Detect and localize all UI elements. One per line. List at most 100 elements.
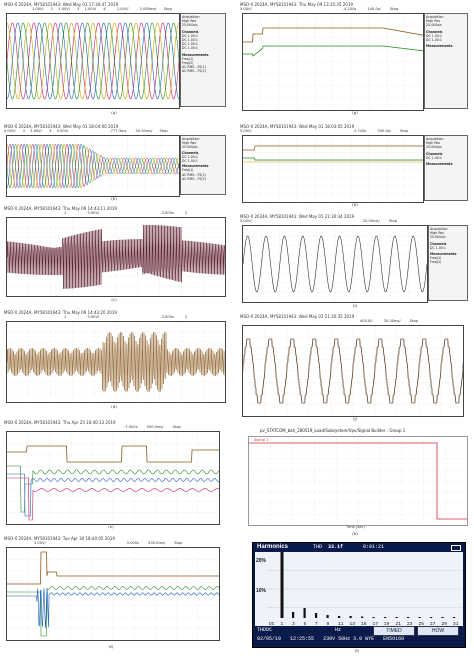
scope-header: MSO-X 2024A, MY58101943: Tue Apr 30 18:4… xyxy=(4,536,115,541)
elapsed-timer: 0:01:21 xyxy=(363,544,385,550)
sine-trace xyxy=(243,235,427,293)
signal-plot xyxy=(249,437,467,525)
scope-header: MSO-X 2024A, MY58101943: Wed May 01 21:3… xyxy=(240,214,355,219)
figure-caption: (f) xyxy=(108,644,114,649)
harmonic-tick-label: 25 xyxy=(419,621,425,626)
panel-l: Harmonics THD 33.1f 0:01:21 DC 1 3 5 7 9 11 13 1… xyxy=(252,542,466,656)
figure-caption: (a) xyxy=(111,110,117,115)
harmonic-tick-label: 11 xyxy=(338,621,344,626)
scope-readouts: 400.00 20.00ms/ Stop xyxy=(360,319,418,323)
waveform-plot xyxy=(7,14,179,108)
harmonic-tick-label: 29 xyxy=(442,621,448,626)
harmonic-bar xyxy=(280,552,284,618)
dc-level-trace xyxy=(243,27,423,43)
pct-top-label: 20% xyxy=(256,558,267,564)
harmonic-bar xyxy=(407,617,410,618)
harmonic-tick-label: 7 xyxy=(315,621,318,626)
harmonic-bar xyxy=(292,612,295,618)
x-axis-label: Time (sec) xyxy=(346,525,365,529)
harmonic-tick-label: 5 xyxy=(304,621,307,626)
scope-screen xyxy=(242,325,464,417)
waveform-plot xyxy=(243,226,427,302)
scope-side-panel: Acquisition High Res 25.0kSa/s Channels DC… xyxy=(180,135,226,195)
panel-j: MSO-X 2024A, MY58101943: Wed May 01 21:3… xyxy=(240,314,470,426)
panel-c: MSO-X 2024A, MY58101943: Thu May 09 14:4… xyxy=(4,206,228,308)
phase-trace xyxy=(7,143,179,189)
waveform-plot xyxy=(243,136,423,202)
scope-screen xyxy=(6,135,180,197)
multilevel-trace-2 xyxy=(243,338,463,404)
signal-builder-title: pv_STATCOM_bah_280519_Load/Subsystem/Vpv… xyxy=(260,428,406,433)
harmonic-bar xyxy=(430,617,433,618)
signal-step-line xyxy=(249,442,467,520)
status-line: 02/05/19 12:25:55 230V 50Hz 3.0 WYE EN50… xyxy=(257,636,405,642)
figure-caption: (k) xyxy=(352,531,358,536)
harmonic-bar xyxy=(453,617,456,618)
scope-readouts: 1 5.00V/ -3.000s 2 xyxy=(64,315,188,319)
scope-side-panel: Acquisition High Res 25.0kSa/s Channels DC… xyxy=(424,13,468,109)
scope-side-panel: Acquisition High Res 25.0kSa/s Channels DC… xyxy=(428,225,468,301)
harmonic-tick-label: 15 xyxy=(361,621,367,626)
harmonic-bar xyxy=(441,617,444,618)
harmonic-tick-label: 31 xyxy=(453,621,459,626)
how-button[interactable]: HOW xyxy=(417,626,459,636)
scope-header: MSO-X 2024A, MY58101943: Wed May 01 21:3… xyxy=(240,314,355,319)
figure-caption: (g) xyxy=(352,110,358,115)
panel-b: MSO-X 2024A, MY58101943: Wed May 01 18:0… xyxy=(4,124,228,204)
scope-header: MSO-X 2024A, MY58101943: Wed May 01 17:3… xyxy=(4,2,119,7)
panel-h: MSO-X 2024A, MY58101943: Wed May 01 18:0… xyxy=(240,124,470,212)
harmonic-bar xyxy=(384,617,387,618)
scope-screen xyxy=(6,321,226,403)
harmonic-bar xyxy=(395,617,398,618)
harmonic-bar xyxy=(418,617,421,618)
harmonic-bar xyxy=(326,615,329,618)
figure-caption: (e) xyxy=(108,524,114,529)
scope-header: MSO-X 2024A, MY58101943: Wed May 01 18:0… xyxy=(240,124,355,129)
signal-legend: Signal 1 xyxy=(254,438,269,442)
scope-screen xyxy=(242,225,428,303)
scope-readouts: 1.00V/ 2 1.00V/ 3 1.00V/ 4 1.00V/ 2.000m… xyxy=(32,7,172,11)
figure-caption: (j) xyxy=(352,416,358,421)
harmonic-tick-label: 27 xyxy=(430,621,436,626)
phase-trace xyxy=(7,22,179,100)
harmonics-title: Harmonics xyxy=(257,544,289,550)
harmonic-tick-label: 1 xyxy=(281,621,284,626)
voltage-trace xyxy=(243,45,423,57)
panel-d: MSO-X 2024A, MY58101943: Thu May 09 14:4… xyxy=(4,310,228,416)
scope-readouts: 1 5.00V/ -3.000s 2 xyxy=(64,211,188,215)
harmonic-bar xyxy=(338,616,341,618)
scope-header: MSO-X 2024A, MY58101943: Thu May 09 14:4… xyxy=(4,310,117,315)
harmonic-tick-label: 21 xyxy=(396,621,402,626)
harmonic-tick-label: 17 xyxy=(373,621,379,626)
phase-trace xyxy=(7,22,179,100)
current-trace xyxy=(7,473,219,517)
current-trace xyxy=(7,332,225,393)
harmonic-tick-label: 13 xyxy=(350,621,356,626)
phase-trace xyxy=(7,22,179,100)
waveform-plot xyxy=(7,548,219,640)
scope-screen xyxy=(6,547,220,641)
harmonic-bar xyxy=(349,616,352,618)
harmonic-bar xyxy=(315,613,318,618)
timed-button[interactable]: TIMED xyxy=(373,626,415,636)
phase-trace xyxy=(7,143,179,189)
harmonic-bar xyxy=(361,616,364,618)
thd-readout: THD 33.1f xyxy=(313,544,344,550)
dc-level-trace xyxy=(243,145,423,151)
signal-plot-frame xyxy=(248,436,468,526)
scope-screen xyxy=(6,217,226,297)
dc-level-trace xyxy=(7,551,219,585)
power-trace xyxy=(7,477,219,521)
scope-header: MSO-X 2024A, MY58101943: Thu Apr 25 16:4… xyxy=(4,420,116,425)
panel-e: MSO-X 2024A, MY58101943: Thu Apr 25 16:4… xyxy=(4,420,228,534)
scope-header: MSO-X 2024A, MY58101943: Thu May 09 14:4… xyxy=(4,206,117,211)
voltage-trace xyxy=(243,157,423,161)
dc-level-trace xyxy=(7,445,219,463)
scope-readouts: 5.00V/ 20.00ms/ Stop xyxy=(240,219,398,223)
scope-readouts: 5.00V/ -4.200s 140.0s/ Stop xyxy=(240,7,399,11)
voltage-trace xyxy=(7,465,219,513)
harmonic-tick-label: 3 xyxy=(292,621,295,626)
scope-header: MSO-X 2024A, MY58101943: Wed May 01 18:0… xyxy=(4,124,119,129)
scope-screen xyxy=(6,13,180,109)
scope-readouts: -7.000s 500.0ms/ Stop xyxy=(124,425,181,429)
